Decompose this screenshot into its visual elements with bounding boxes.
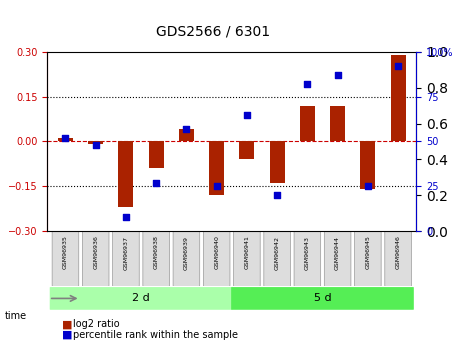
FancyBboxPatch shape [324,231,351,286]
FancyBboxPatch shape [231,287,414,310]
Point [92,142,99,148]
Point [61,135,69,141]
FancyBboxPatch shape [234,231,260,286]
Text: GSM96945: GSM96945 [365,236,370,269]
Bar [149,141,164,168]
FancyBboxPatch shape [82,231,109,286]
FancyBboxPatch shape [385,231,412,286]
Text: GSM96946: GSM96946 [395,236,401,269]
FancyBboxPatch shape [355,231,381,286]
FancyBboxPatch shape [52,231,79,286]
FancyBboxPatch shape [173,231,200,286]
Point [122,214,130,219]
Bar [209,141,224,195]
Text: ■: ■ [61,330,72,339]
Text: GSM96935: GSM96935 [63,236,68,269]
Text: GSM96936: GSM96936 [93,236,98,269]
Bar [391,55,406,141]
Point [243,112,251,117]
FancyBboxPatch shape [143,231,169,286]
Text: GSM96938: GSM96938 [154,236,158,269]
Bar [88,141,103,145]
Bar [239,141,254,159]
Point [273,193,281,198]
Text: GDS2566 / 6301: GDS2566 / 6301 [156,24,270,38]
Point [152,180,160,186]
Point [364,184,372,189]
Bar [118,141,133,207]
FancyBboxPatch shape [113,231,139,286]
Bar [330,106,345,141]
Point [304,81,311,87]
Bar [300,106,315,141]
FancyBboxPatch shape [294,231,321,286]
Text: ■: ■ [61,319,72,329]
Point [394,63,402,69]
Text: GSM96944: GSM96944 [335,236,340,269]
Text: 5 d: 5 d [314,294,331,303]
FancyBboxPatch shape [264,231,290,286]
Bar [270,141,285,183]
FancyBboxPatch shape [50,287,232,310]
Text: GSM96941: GSM96941 [245,236,249,269]
Text: percentile rank within the sample: percentile rank within the sample [73,330,238,339]
Text: GSM96943: GSM96943 [305,236,310,269]
Bar [179,129,194,141]
Text: log2 ratio: log2 ratio [73,319,120,329]
Bar [360,141,376,189]
FancyBboxPatch shape [203,231,230,286]
Text: time: time [5,311,27,321]
Point [334,72,342,78]
Text: GSM96940: GSM96940 [214,236,219,269]
Text: GSM96942: GSM96942 [275,236,280,269]
Point [213,184,220,189]
Point [183,126,190,132]
Text: GSM96937: GSM96937 [123,236,129,269]
Bar [58,138,73,141]
Text: 2 d: 2 d [132,294,150,303]
Text: GSM96939: GSM96939 [184,236,189,269]
